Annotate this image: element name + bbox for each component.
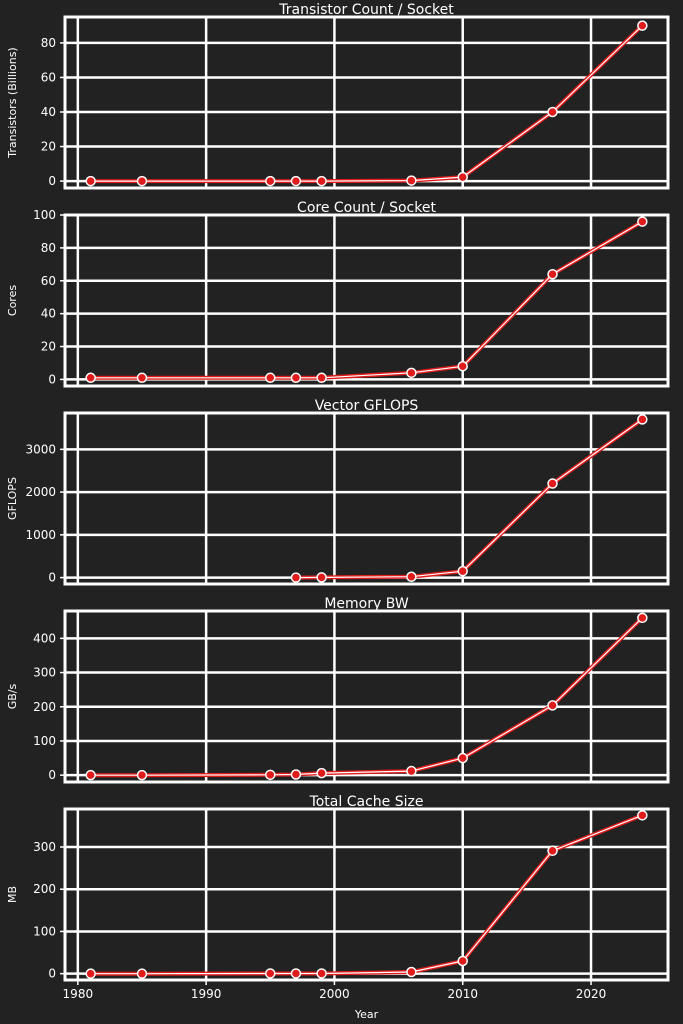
data-point	[547, 106, 558, 118]
y-tick-label: 80	[41, 241, 56, 255]
data-point	[265, 968, 276, 979]
series-line-highlight	[90, 814, 643, 975]
plot-frame	[63, 807, 670, 982]
data-point	[265, 175, 276, 187]
y-axis-label: GFLOPS	[6, 477, 19, 520]
data-point	[85, 175, 96, 187]
series-line	[90, 616, 644, 778]
x-axis-label: Year	[354, 1008, 379, 1021]
y-tick-label: 60	[41, 70, 56, 84]
y-axis-label: GB/s	[6, 683, 19, 709]
data-point	[457, 171, 468, 183]
data-point	[637, 414, 648, 425]
data-point	[406, 367, 417, 379]
data-point	[547, 700, 558, 711]
y-tick-label: 2000	[25, 485, 56, 499]
data-point	[637, 216, 648, 227]
panel-title: Core Count / Socket	[297, 200, 436, 216]
data-point	[136, 175, 148, 187]
y-tick-label: 80	[41, 36, 56, 50]
panel-4: 0 100 200 300 400 Memory BW GB/s	[6, 596, 670, 784]
plot-frame	[63, 15, 670, 190]
y-tick-label: 300	[33, 840, 56, 854]
y-tick-label: 300	[33, 666, 56, 680]
y-tick-label: 0	[48, 372, 56, 386]
y-axis-label: Transistors (Billions)	[6, 47, 19, 158]
y-tick-label: 20	[41, 140, 56, 154]
plot-frame	[63, 213, 670, 388]
y-tick-label: 3000	[25, 442, 56, 456]
data-point	[406, 571, 417, 582]
x-tick-label: 1980	[63, 987, 94, 1001]
data-point	[547, 478, 558, 489]
panel-3: 0 1000 2000 3000 Vector GFLOPS GFLOPS	[6, 398, 670, 586]
series-line	[90, 813, 644, 976]
panel-1: 0 20 40 60 80 Transistor Count / Socket Transi…	[6, 2, 670, 190]
data-point	[406, 175, 417, 186]
y-tick-label: 40	[41, 105, 56, 119]
y-tick-label: 200	[33, 700, 56, 714]
series-line	[90, 24, 644, 184]
data-point	[316, 175, 327, 187]
series-line-highlight	[90, 221, 643, 379]
plot-frame	[63, 411, 670, 586]
panel-title: Transistor Count / Socket	[278, 2, 454, 18]
data-point	[265, 372, 276, 384]
data-point	[406, 966, 417, 978]
data-point	[85, 968, 96, 979]
data-point	[547, 268, 558, 280]
y-tick-label: 0	[48, 571, 56, 585]
y-tick-label: 0	[48, 967, 56, 981]
data-point	[265, 769, 276, 781]
data-point	[316, 767, 327, 779]
data-point	[457, 565, 468, 577]
panel-5: 0 100 200 300 Total Cache Size MB	[6, 794, 670, 982]
series-line	[90, 219, 644, 380]
x-tick-label: 2010	[447, 987, 478, 1001]
panel-title: Memory BW	[324, 596, 408, 612]
y-tick-label: 0	[48, 768, 56, 782]
data-point	[290, 372, 302, 384]
y-tick-label: 1000	[25, 528, 56, 542]
data-point	[85, 769, 96, 781]
panel-title: Vector GFLOPS	[315, 398, 419, 414]
data-point	[637, 20, 648, 31]
y-axis-label: MB	[6, 886, 19, 903]
x-tick-label: 2000	[319, 987, 350, 1001]
x-tick-label: 2020	[576, 987, 607, 1001]
y-tick-label: 0	[48, 174, 56, 188]
panel-title: Total Cache Size	[309, 794, 424, 810]
data-point	[290, 968, 302, 979]
data-point	[316, 572, 327, 583]
y-tick-label: 40	[41, 307, 56, 321]
data-point	[457, 752, 468, 764]
y-axis-label: Cores	[6, 285, 19, 316]
data-point	[406, 765, 417, 777]
y-tick-label: 100	[33, 734, 56, 748]
y-tick-label: 100	[33, 208, 56, 222]
y-tick-label: 200	[33, 882, 56, 896]
data-point	[136, 372, 148, 384]
data-point	[85, 372, 96, 384]
data-point	[457, 361, 468, 372]
data-point	[637, 612, 648, 624]
y-tick-label: 20	[41, 340, 56, 354]
data-point	[547, 845, 558, 857]
data-point	[136, 968, 148, 979]
x-tick-label: 1990	[191, 987, 222, 1001]
data-point	[316, 372, 327, 384]
data-point	[136, 769, 148, 781]
y-tick-label: 60	[41, 274, 56, 288]
y-tick-label: 400	[33, 631, 56, 645]
data-point	[316, 968, 327, 979]
panel-2: 0 20 40 60 80 100 Core Count / Socket Cores	[6, 200, 670, 388]
y-tick-label: 100	[33, 924, 56, 938]
data-point	[290, 175, 302, 187]
data-point	[290, 572, 302, 583]
data-point	[457, 955, 468, 967]
plot-frame	[63, 609, 670, 784]
data-point	[637, 810, 648, 821]
data-point	[290, 769, 302, 780]
